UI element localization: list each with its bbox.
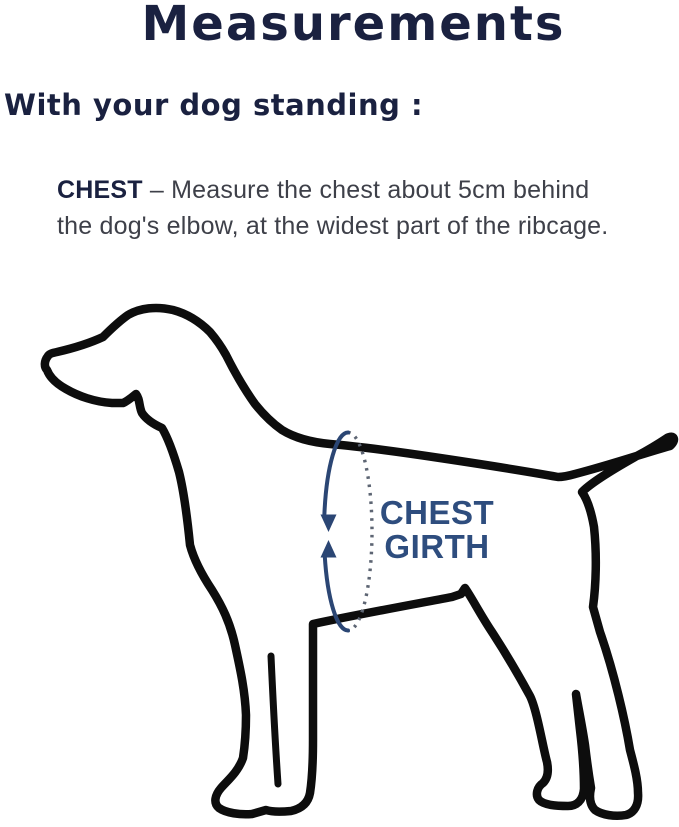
girth-ellipse-solid-arc-lower — [322, 553, 350, 633]
chest-girth-label-line1: CHEST — [379, 494, 495, 531]
girth-ellipse-dotted-arc — [347, 430, 374, 633]
front-leg-separation-line — [267, 652, 282, 788]
instruction-line-2: the dog's elbow, at the widest part of t… — [57, 212, 609, 240]
chest-girth-label: CHEST GIRTH — [376, 496, 498, 564]
chest-instruction-text: CHEST – Measure the chest about 5cm behi… — [57, 172, 657, 244]
girth-arrow-down-icon — [320, 514, 337, 532]
instruction-line-1: CHEST – Measure the chest about 5cm behi… — [57, 172, 657, 208]
instruction-line1-rest: – Measure the chest about 5cm behind — [149, 176, 590, 204]
chest-girth-label-line2: GIRTH — [384, 528, 490, 565]
dog-outline-drawing — [40, 303, 679, 821]
chest-term-label: CHEST — [57, 176, 143, 204]
girth-ellipse-solid-arc-upper — [322, 430, 350, 516]
section-subtitle: With your dog standing : — [4, 88, 424, 122]
girth-arrow-up-icon — [320, 540, 337, 558]
page-title: Measurements — [141, 0, 566, 52]
